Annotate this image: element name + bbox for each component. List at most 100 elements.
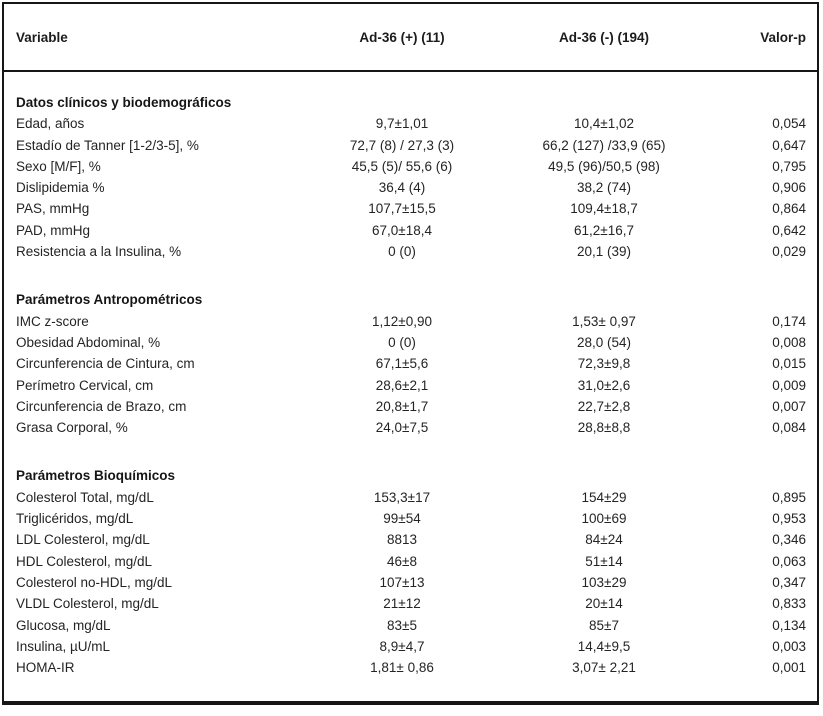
row-adpos-value: 99±54 bbox=[383, 511, 421, 527]
table-frame: Variable Ad-36 (+) (11) Ad-36 (-) (194) … bbox=[2, 2, 819, 705]
row-p-value: 0,795 bbox=[772, 158, 806, 174]
row-adneg-value: 20,1 (39) bbox=[576, 244, 632, 260]
table-row: HDL Colesterol, mg/dL 46±8 51±14 0,063 bbox=[4, 551, 817, 572]
row-adneg-value: 85±7 bbox=[589, 617, 619, 633]
row-variable: VLDL Colesterol, mg/dL bbox=[16, 596, 159, 612]
row-p-value: 0,029 bbox=[772, 244, 806, 260]
table-row: Perímetro Cervical, cm 28,6±2,1 31,0±2,6… bbox=[4, 375, 817, 396]
row-variable: Colesterol no-HDL, mg/dL bbox=[16, 574, 173, 590]
row-variable: Triglicéridos, mg/dL bbox=[16, 511, 134, 527]
comparison-table: Variable Ad-36 (+) (11) Ad-36 (-) (194) … bbox=[4, 4, 817, 708]
row-adpos-value: 8813 bbox=[386, 532, 418, 548]
row-p-value: 0,084 bbox=[772, 420, 806, 436]
header-ad36-positive: Ad-36 (+) (11) bbox=[304, 4, 500, 72]
table-row: Circunferencia de Cintura, cm 67,1±5,6 7… bbox=[4, 353, 817, 374]
row-p-value: 0,906 bbox=[772, 180, 806, 196]
row-variable: IMC z-score bbox=[16, 313, 89, 329]
row-adpos-value: 67,1±5,6 bbox=[375, 356, 429, 372]
row-adneg-value: 51±14 bbox=[585, 553, 623, 569]
row-adpos-value: 20,8±1,7 bbox=[375, 398, 429, 414]
row-adneg-value: 10,4±1,02 bbox=[574, 116, 634, 132]
row-p-value: 0,953 bbox=[772, 511, 806, 527]
row-adneg-value: 28,8±8,8 bbox=[577, 420, 631, 436]
row-adpos-value: 0 (0) bbox=[388, 244, 416, 260]
header-p-value: Valor-p bbox=[708, 4, 817, 72]
row-adneg-value: 100±69 bbox=[581, 511, 627, 527]
row-variable: Glucosa, mg/dL bbox=[16, 617, 111, 633]
row-adpos-value: 21±12 bbox=[383, 596, 421, 612]
row-variable: Colesterol Total, mg/dL bbox=[16, 489, 154, 505]
row-adpos-value: 83±5 bbox=[387, 617, 417, 633]
row-variable: Insulina, µU/mL bbox=[16, 638, 111, 654]
row-adneg-value: 84±24 bbox=[585, 532, 623, 548]
row-variable: PAD, mmHg bbox=[16, 222, 91, 238]
row-adpos-value: 153,3±17 bbox=[373, 489, 431, 505]
row-adpos-value: 24,0±7,5 bbox=[375, 420, 429, 436]
row-adneg-value: 49,5 (96)/50,5 (98) bbox=[548, 158, 660, 174]
row-p-value: 0,174 bbox=[772, 313, 806, 329]
table-row: VLDL Colesterol, mg/dL 21±12 20±14 0,833 bbox=[4, 593, 817, 614]
row-variable: Grasa Corporal, % bbox=[16, 420, 128, 436]
row-adpos-value: 67,0±18,4 bbox=[372, 222, 432, 238]
table-row: LDL Colesterol, mg/dL 8813 84±24 0,346 bbox=[4, 529, 817, 550]
row-adpos-value: 0 (0) bbox=[388, 334, 416, 350]
row-adpos-value: 8,9±4,7 bbox=[379, 638, 425, 654]
table-row: Grasa Corporal, % 24,0±7,5 28,8±8,8 0,08… bbox=[4, 417, 817, 438]
section-title-row: Parámetros Antropométricos bbox=[4, 262, 817, 310]
table-row: Circunferencia de Brazo, cm 20,8±1,7 22,… bbox=[4, 396, 817, 417]
table-row: Insulina, µU/mL 8,9±4,7 14,4±9,5 0,003 bbox=[4, 636, 817, 657]
row-adpos-value: 46±8 bbox=[387, 553, 417, 569]
table-row: Triglicéridos, mg/dL 99±54 100±69 0,953 bbox=[4, 508, 817, 529]
row-adneg-value: 72,3±9,8 bbox=[577, 356, 631, 372]
row-adpos-value: 107±13 bbox=[379, 574, 425, 590]
section-title-row: Datos clínicos y biodemográficos bbox=[4, 71, 817, 113]
row-adpos-value: 36,4 (4) bbox=[378, 180, 426, 196]
row-variable: HDL Colesterol, mg/dL bbox=[16, 553, 153, 569]
row-adneg-value: 31,0±2,6 bbox=[577, 377, 631, 393]
row-adpos-value: 45,5 (5)/ 55,6 (6) bbox=[351, 158, 453, 174]
section-title-row: Parámetros Bioquímicos bbox=[4, 438, 817, 486]
table-row: Dislipidemia % 36,4 (4) 38,2 (74) 0,906 bbox=[4, 177, 817, 198]
row-p-value: 0,007 bbox=[772, 398, 806, 414]
table-row: Edad, años 9,7±1,01 10,4±1,02 0,054 bbox=[4, 113, 817, 134]
row-p-value: 0,642 bbox=[772, 222, 806, 238]
row-variable: Obesidad Abdominal, % bbox=[16, 334, 161, 350]
table-row: Obesidad Abdominal, % 0 (0) 28,0 (54) 0,… bbox=[4, 332, 817, 353]
row-variable: Dislipidemia % bbox=[16, 180, 105, 196]
row-adneg-value: 22,7±2,8 bbox=[577, 398, 631, 414]
row-p-value: 0,015 bbox=[772, 356, 806, 372]
row-p-value: 0,647 bbox=[772, 137, 806, 153]
row-adpos-value: 1,12±0,90 bbox=[372, 313, 432, 329]
bottom-spacer-row bbox=[4, 678, 817, 708]
row-adneg-value: 14,4±9,5 bbox=[577, 638, 631, 654]
row-adneg-value: 38,2 (74) bbox=[576, 180, 632, 196]
row-p-value: 0,008 bbox=[772, 334, 806, 350]
row-adneg-value: 20±14 bbox=[585, 596, 623, 612]
row-adneg-value: 1,53± 0,97 bbox=[572, 313, 636, 329]
row-variable: PAS, mmHg bbox=[16, 201, 90, 217]
row-adpos-value: 72,7 (8) / 27,3 (3) bbox=[349, 137, 455, 153]
row-adneg-value: 61,2±16,7 bbox=[574, 222, 634, 238]
row-variable: Edad, años bbox=[16, 116, 85, 132]
row-adneg-value: 66,2 (127) /33,9 (65) bbox=[542, 137, 666, 153]
row-variable: Resistencia a la Insulina, % bbox=[16, 244, 182, 260]
table-header: Variable Ad-36 (+) (11) Ad-36 (-) (194) … bbox=[4, 4, 817, 72]
row-adneg-value: 3,07± 2,21 bbox=[572, 660, 636, 676]
row-p-value: 0,895 bbox=[772, 489, 806, 505]
section-anthropometric: Parámetros Antropométricos IMC z-score 1… bbox=[4, 262, 817, 438]
table-row: PAS, mmHg 107,7±15,5 109,4±18,7 0,864 bbox=[4, 198, 817, 219]
row-p-value: 0,003 bbox=[772, 638, 806, 654]
row-adpos-value: 1,81± 0,86 bbox=[370, 660, 434, 676]
row-variable: HOMA-IR bbox=[16, 660, 75, 676]
table-row: Estadío de Tanner [1-2/3-5], % 72,7 (8) … bbox=[4, 135, 817, 156]
row-p-value: 0,833 bbox=[772, 596, 806, 612]
table-row: Sexo [M/F], % 45,5 (5)/ 55,6 (6) 49,5 (9… bbox=[4, 156, 817, 177]
row-variable: Estadío de Tanner [1-2/3-5], % bbox=[16, 137, 199, 153]
section-clinical: Datos clínicos y biodemográficos Edad, a… bbox=[4, 71, 817, 262]
table-row: HOMA-IR 1,81± 0,86 3,07± 2,21 0,001 bbox=[4, 657, 817, 678]
row-adpos-value: 9,7±1,01 bbox=[375, 116, 429, 132]
row-p-value: 0,054 bbox=[772, 116, 806, 132]
row-variable: Circunferencia de Brazo, cm bbox=[16, 398, 187, 414]
row-variable: Perímetro Cervical, cm bbox=[16, 377, 154, 393]
